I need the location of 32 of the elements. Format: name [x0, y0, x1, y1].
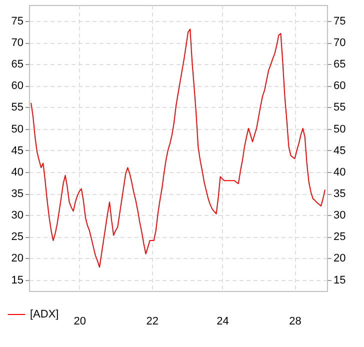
y-tick-label: 25 — [11, 231, 24, 244]
line-series — [30, 28, 326, 268]
y2-tick-label: 35 — [334, 188, 346, 200]
y2-tick-label: 25 — [334, 231, 346, 244]
y2-tick-label: 30 — [334, 210, 346, 222]
y2-tick-label: 60 — [334, 80, 346, 92]
y-tick-label: 65 — [11, 58, 24, 71]
y2-tick-label: 65 — [334, 58, 346, 71]
y-tick-label: 45 — [11, 144, 24, 157]
y-tick-label: 50 — [11, 123, 24, 136]
y-tick-label: 30 — [11, 210, 24, 222]
x-tick-label: 28 — [289, 316, 302, 328]
y2-tick-label: 20 — [334, 252, 346, 265]
y-tick-label: 70 — [11, 37, 24, 50]
y2-tick-label: 75 — [334, 15, 346, 28]
legend-label: [ADX] — [30, 308, 59, 320]
x-tick-label: 20 — [74, 316, 86, 328]
y2-tick-label: 15 — [334, 274, 346, 286]
x-tick-label: 22 — [146, 316, 158, 328]
y2-tick-label: 50 — [334, 123, 346, 136]
y2-tick-label: 55 — [334, 102, 346, 114]
y-tick-label: 35 — [11, 188, 24, 200]
y-tick-label: 60 — [11, 80, 24, 92]
y2-tick-label: 40 — [334, 166, 346, 178]
y-tick-label: 15 — [11, 274, 24, 286]
y-tick-label: 55 — [11, 102, 24, 114]
y-tick-label: 20 — [11, 252, 24, 265]
x-tick-label: 24 — [216, 316, 229, 328]
y-tick-label: 40 — [11, 166, 24, 178]
y2-tick-label: 70 — [334, 37, 346, 50]
y2-tick-label: 45 — [334, 144, 346, 157]
y-tick-label: 75 — [11, 15, 24, 28]
